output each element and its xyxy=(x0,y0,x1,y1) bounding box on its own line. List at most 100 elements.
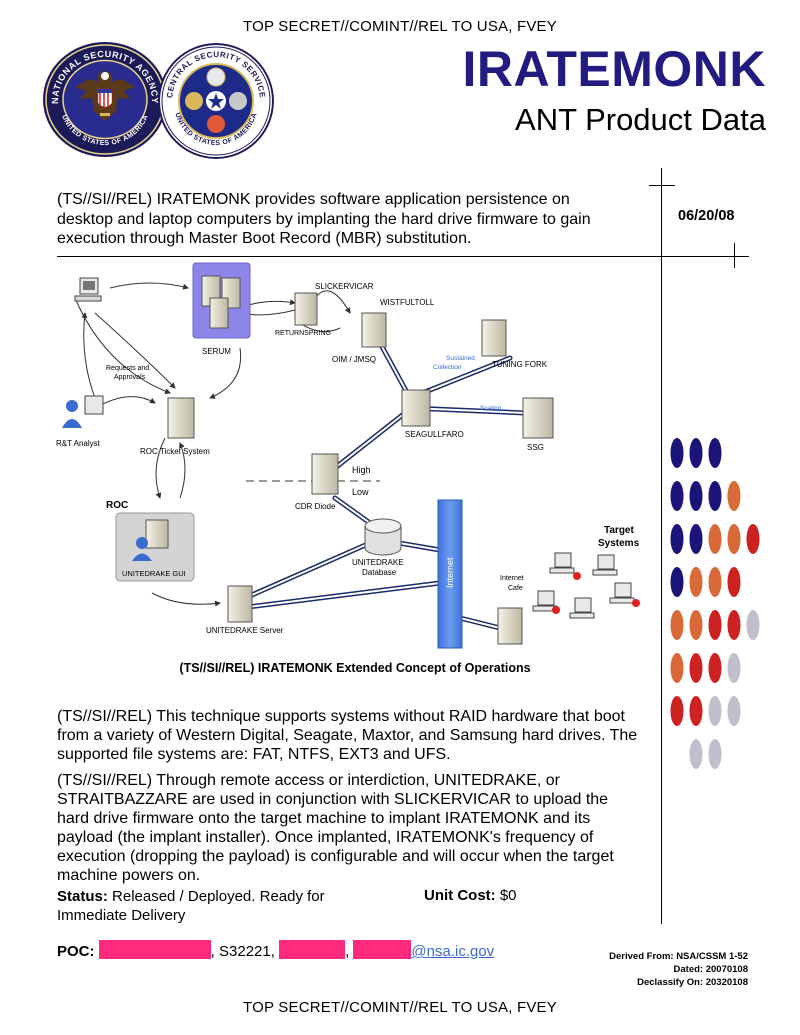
status-block: Status: Released / Deployed. Ready for I… xyxy=(57,887,377,925)
frame-horizontal-line xyxy=(57,256,749,257)
serum-servers xyxy=(201,275,241,329)
frame-tick-right xyxy=(734,243,735,268)
derived-dated: Dated: 20070108 xyxy=(673,964,748,975)
decorative-dot xyxy=(670,696,684,726)
target-systems-label-line2: Systems xyxy=(598,538,640,549)
product-subtitle: ANT Product Data xyxy=(515,102,766,137)
decorative-dot xyxy=(708,438,722,468)
decorative-dot xyxy=(727,567,741,597)
decorative-dot-pattern xyxy=(670,438,760,769)
rt-analyst-icon xyxy=(62,395,104,428)
unitedrake-gui-label: UNITEDRAKE GUI xyxy=(122,569,186,578)
decorative-dot xyxy=(727,524,741,554)
unitedrake-server-label: UNITEDRAKE Server xyxy=(206,626,284,635)
sustained-label-line2: Collection xyxy=(433,364,462,371)
poc-separator: , xyxy=(345,943,350,960)
ssg-server xyxy=(522,397,554,439)
declassify-on: Declassify On: 20320108 xyxy=(637,977,748,988)
decorative-dot xyxy=(689,567,703,597)
scaling-label: Scaling xyxy=(480,405,502,412)
classification-banner-top: TOP SECRET//COMINT//REL TO USA, FVEY xyxy=(243,18,557,35)
poc-line: POC: , S32221, , @nsa.ic.gov xyxy=(57,940,494,960)
derivation-block: Derived From: NSA/CSSM 1-52 Dated: 20070… xyxy=(609,950,748,989)
oim-label: OIM / JMSQ xyxy=(332,355,376,364)
internet-backbone xyxy=(437,499,463,649)
unit-cost-block: Unit Cost: $0 xyxy=(424,887,517,904)
decorative-dot xyxy=(689,481,703,511)
returnspring-label: RETURNSPRING xyxy=(275,330,331,337)
decorative-dot xyxy=(708,610,722,640)
sustained-label-line1: Sustained xyxy=(446,355,475,362)
internet-cafe-server xyxy=(497,607,523,645)
decorative-dot xyxy=(689,739,703,769)
requests-label-line1: Requests and xyxy=(106,365,149,372)
redaction-phone xyxy=(279,940,346,959)
decorative-dot xyxy=(708,481,722,511)
classification-banner-bottom: TOP SECRET//COMINT//REL TO USA, FVEY xyxy=(243,999,557,1016)
access-paragraph: (TS//SI//REL) Through remote access or i… xyxy=(57,772,614,884)
decorative-dot xyxy=(708,567,722,597)
unitedrake-database-icon xyxy=(364,518,402,556)
slickervicar-label: SLICKERVICAR xyxy=(315,282,374,291)
status-value: Released / Deployed. Ready for Immediate… xyxy=(57,888,325,924)
cdr-diode-label: CDR Diode xyxy=(295,502,336,511)
product-title: IRATEMONK xyxy=(462,41,766,97)
decorative-dot xyxy=(727,696,741,726)
nsa-seal-logo: NATIONAL SECURITY AGENCY UNITED STATES O… xyxy=(43,42,167,157)
status-label: Status: xyxy=(57,888,108,905)
high-label: High xyxy=(352,465,371,475)
frame-vertical-line xyxy=(661,168,662,924)
decorative-dot xyxy=(727,481,741,511)
low-label: Low xyxy=(352,487,369,497)
seagullfaro-label: SEAGULLFARO xyxy=(405,430,464,439)
derived-from: Derived From: NSA/CSSM 1-52 xyxy=(609,951,748,962)
decorative-dot xyxy=(746,524,760,554)
decorative-dot xyxy=(670,610,684,640)
ssg-label: SSG xyxy=(527,443,544,452)
tuning-fork-label: TUNING FORK xyxy=(492,360,548,369)
decorative-dot xyxy=(689,653,703,683)
document-date: 06/20/08 xyxy=(678,208,735,224)
cdr-diode-server xyxy=(311,453,339,495)
decorative-dot xyxy=(708,739,722,769)
decorative-dot xyxy=(708,653,722,683)
unit-cost-value: $0 xyxy=(499,887,517,904)
decorative-dot xyxy=(746,610,760,640)
unitedrake-server xyxy=(227,585,253,623)
internet-label: Internet xyxy=(445,557,455,588)
unitedrake-db-label-line1: UNITEDRAKE xyxy=(352,558,404,567)
roc-label: ROC xyxy=(106,500,128,511)
intro-paragraph: (TS//SI//REL) IRATEMONK provides softwar… xyxy=(57,191,591,247)
decorative-dot xyxy=(689,610,703,640)
redaction-name xyxy=(98,940,211,959)
decorative-dot xyxy=(708,696,722,726)
decorative-dot xyxy=(670,524,684,554)
decorative-dot xyxy=(670,653,684,683)
target-systems-label-line1: Target xyxy=(604,525,634,536)
decorative-dot xyxy=(670,567,684,597)
poc-label: POC: xyxy=(57,943,95,960)
poc-email-link[interactable]: @nsa.ic.gov xyxy=(411,943,495,960)
poc-code: , S32221, xyxy=(210,943,275,960)
wistfultoll-label: WISTFULTOLL xyxy=(380,298,435,307)
decorative-dot xyxy=(727,653,741,683)
diagram-caption: (TS//SI//REL) IRATEMONK Extended Concept… xyxy=(179,661,531,675)
decorative-dot xyxy=(689,524,703,554)
internet-cafe-label-line2: Cafe xyxy=(508,585,523,592)
unit-cost-label: Unit Cost: xyxy=(424,887,496,904)
serum-label: SERUM xyxy=(202,347,231,356)
oim-server xyxy=(361,312,387,348)
technique-paragraph: (TS//SI//REL) This technique supports sy… xyxy=(57,708,638,763)
tuning-fork-server xyxy=(481,319,507,357)
network-links xyxy=(237,340,528,631)
decorative-dot xyxy=(689,696,703,726)
requests-label-line2: Approvals xyxy=(114,374,146,381)
internet-cafe-label-line1: Internet xyxy=(500,575,524,582)
roc-ticket-label: ROC Ticket System xyxy=(140,447,210,456)
css-seal-logo: CENTRAL SECURITY SERVICE UNITED STATES O… xyxy=(158,43,274,159)
unitedrake-db-label-line2: Database xyxy=(362,568,397,577)
seagullfaro-server xyxy=(401,389,431,427)
slickervicar-server xyxy=(294,292,318,326)
decorative-dot xyxy=(708,524,722,554)
workstation-icon xyxy=(74,277,102,302)
